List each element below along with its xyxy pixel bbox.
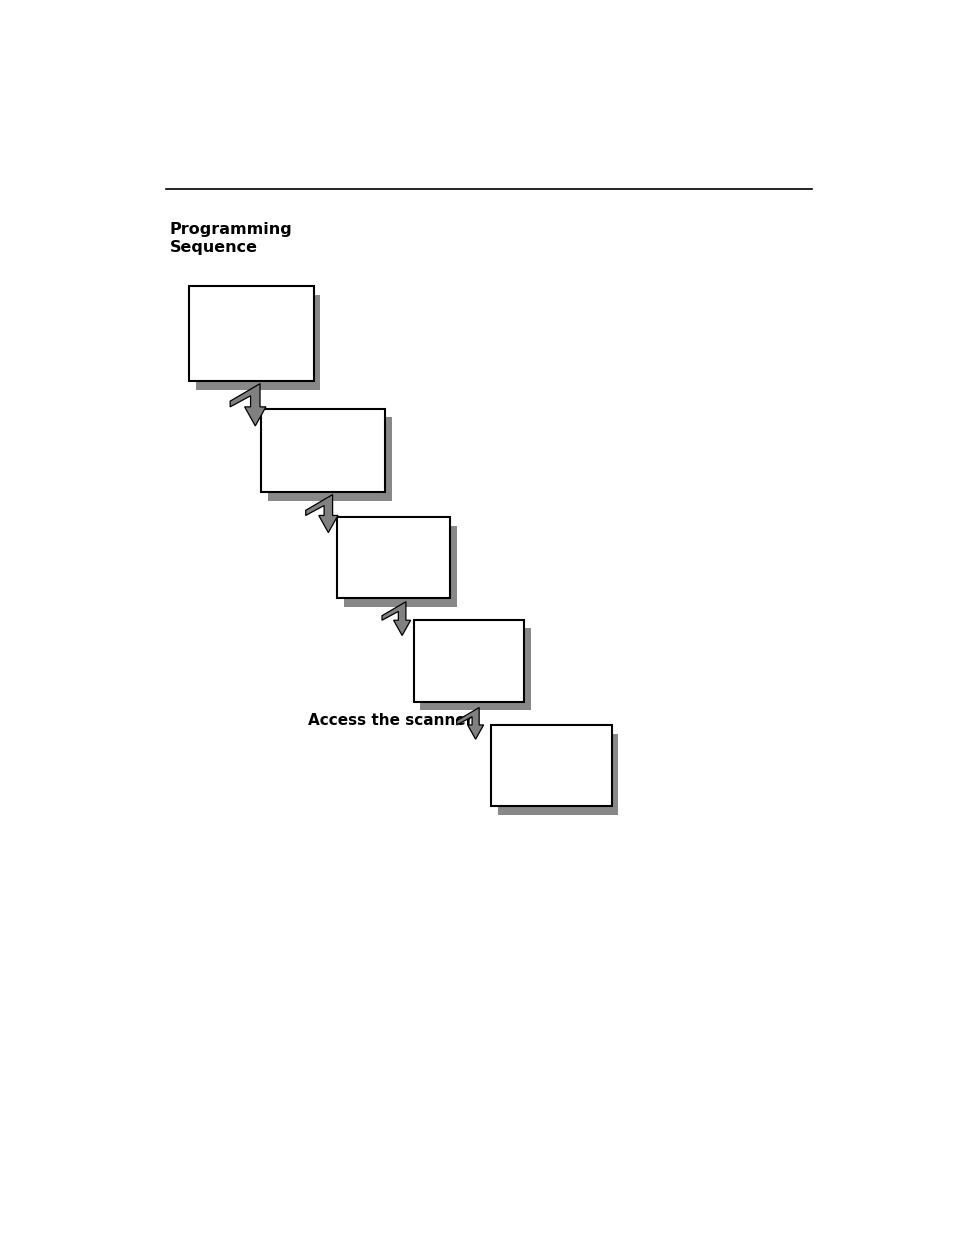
Bar — [344, 526, 456, 606]
Text: Access the scanner: Access the scanner — [308, 713, 473, 729]
Text: Programming
Sequence: Programming Sequence — [170, 222, 292, 254]
Bar — [419, 629, 531, 710]
Bar — [413, 620, 524, 701]
Bar — [491, 725, 611, 806]
Polygon shape — [456, 708, 483, 740]
Polygon shape — [230, 384, 266, 426]
Polygon shape — [381, 601, 410, 636]
Bar — [337, 517, 450, 598]
Bar — [261, 409, 385, 493]
Polygon shape — [305, 494, 337, 532]
Bar — [497, 734, 618, 815]
Bar — [190, 287, 314, 382]
Bar — [196, 295, 320, 390]
Bar — [268, 417, 392, 501]
